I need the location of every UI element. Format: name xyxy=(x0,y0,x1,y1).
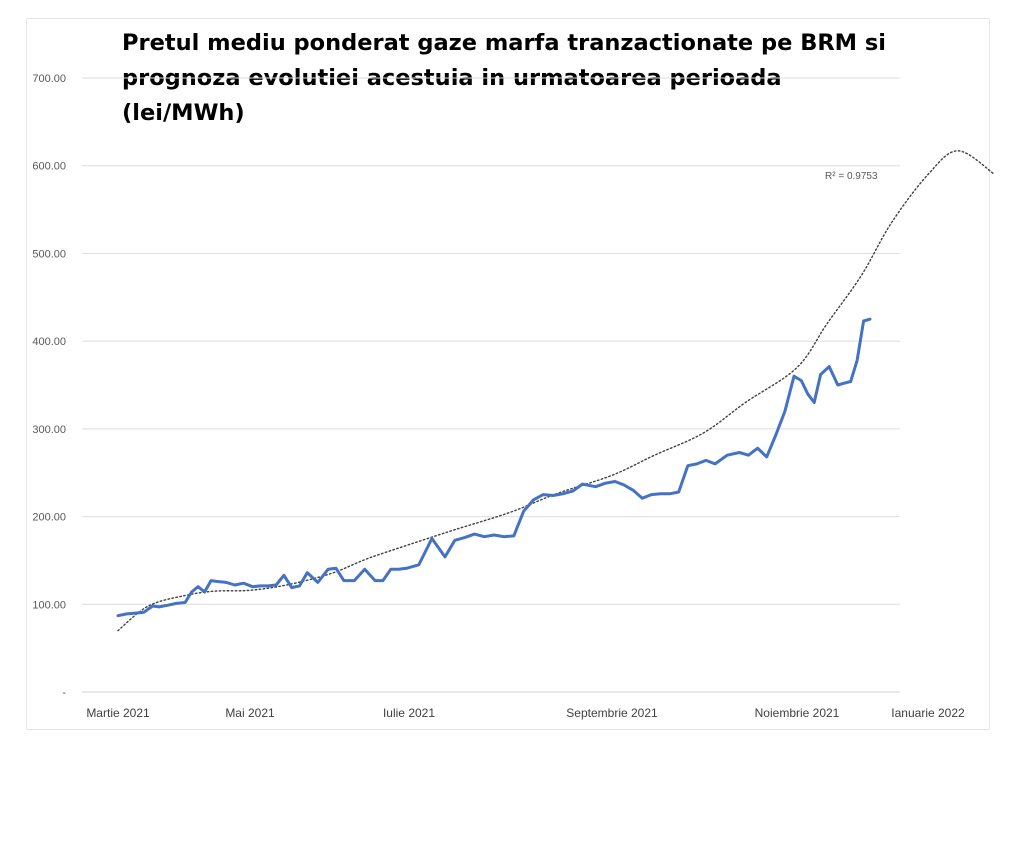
gridlines xyxy=(82,77,900,693)
y-tick-label: 600.00 xyxy=(32,161,66,173)
r-squared-label: R² = 0.9753 xyxy=(825,171,878,182)
price-series-line-1 xyxy=(116,433,778,618)
y-tick-label: 400.00 xyxy=(32,336,66,348)
y-axis-tick-labels: - 100.00 200.00 300.00 400.00 500.00 600.00 700… xyxy=(32,73,66,699)
trendline-group: R² = 0.9753 xyxy=(117,150,996,632)
y-tick-label: 500.00 xyxy=(32,248,66,260)
y-tick-label: 100.00 xyxy=(32,599,66,611)
y-tick-label: 200.00 xyxy=(32,512,66,524)
trendline xyxy=(117,150,996,632)
x-tick-label: Martie 2021 xyxy=(86,706,150,720)
x-tick-label: Septembrie 2021 xyxy=(566,706,658,720)
y-tick-label: 700.00 xyxy=(32,73,66,85)
x-tick-label: Mai 2021 xyxy=(225,706,275,720)
chart-frame xyxy=(26,18,990,730)
series-group xyxy=(116,317,872,618)
y-tick-label: 300.00 xyxy=(32,424,66,436)
x-tick-label: Iulie 2021 xyxy=(383,706,435,720)
x-axis-tick-labels: Martie 2021 Mai 2021 Iulie 2021 Septembrie … xyxy=(86,706,965,720)
x-tick-label: Ianuarie 2022 xyxy=(891,706,965,720)
price-series-line-3 xyxy=(849,317,872,383)
chart-title: Pretul mediu ponderat gaze marfa tranzac… xyxy=(122,30,887,126)
y-tick-label: - xyxy=(62,687,66,699)
x-tick-label: Noiembrie 2021 xyxy=(755,706,840,720)
price-series-line-2 xyxy=(774,365,853,437)
